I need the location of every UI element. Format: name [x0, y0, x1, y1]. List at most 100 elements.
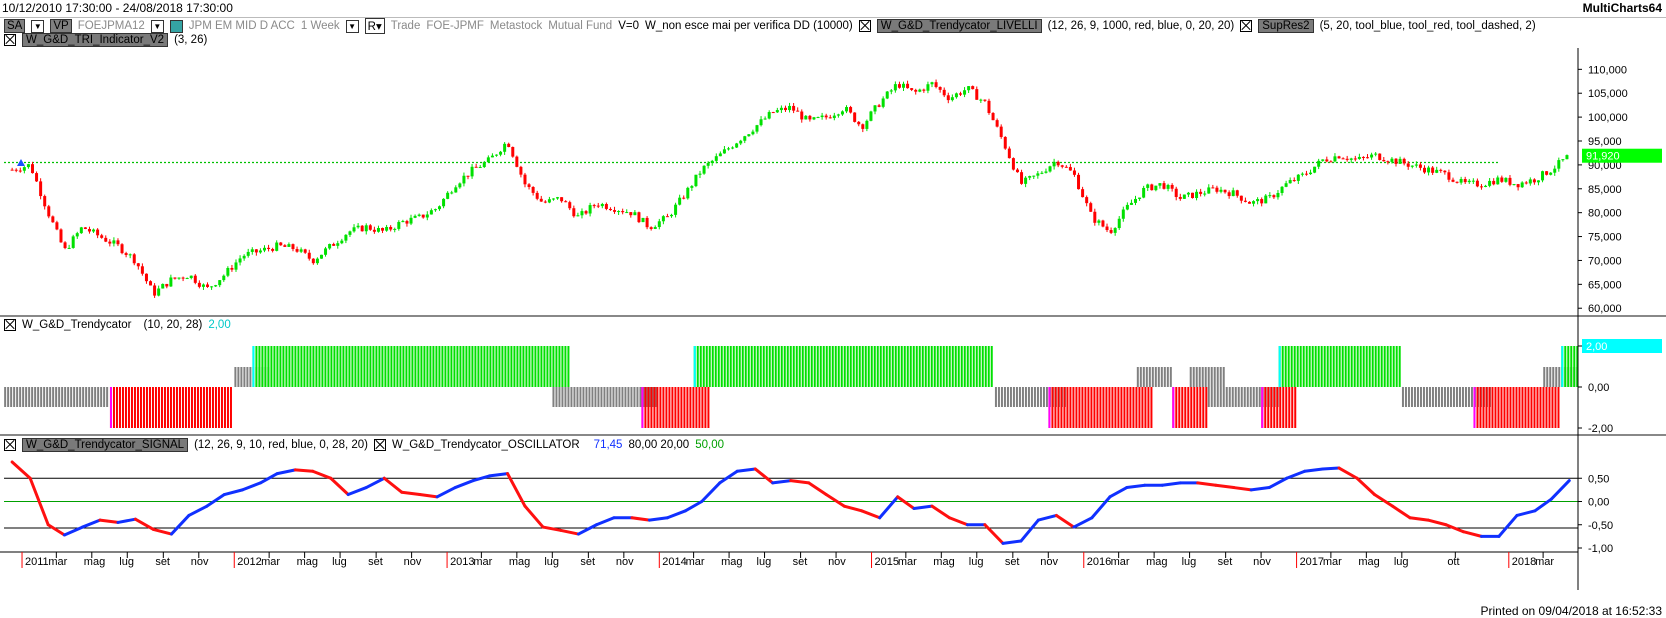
trend-bar	[1141, 387, 1144, 428]
trend-bar	[423, 346, 426, 387]
candle-body	[596, 205, 600, 207]
candle-body	[161, 283, 165, 289]
candle-body	[600, 204, 604, 207]
x-tick-label: set	[580, 556, 595, 568]
candle-body	[551, 198, 555, 200]
close-trendycator-icon[interactable]	[4, 319, 16, 331]
close-study4-icon[interactable]	[4, 34, 16, 46]
trend-bar	[10, 387, 13, 407]
timeframe-dropdown-icon[interactable]: ▼	[345, 19, 359, 33]
trend-bar	[1102, 387, 1105, 428]
candle-body	[1268, 195, 1272, 197]
candle-body	[413, 215, 417, 218]
pane-separator-2[interactable]	[0, 434, 1666, 436]
study3-name[interactable]: SupRes2	[1258, 19, 1314, 33]
candle-body	[560, 197, 564, 202]
pane-separator-1[interactable]	[0, 315, 1666, 317]
trendycator-chart[interactable]	[4, 346, 1579, 428]
study2-name[interactable]: W_G&D_Trendycator_LIVELLI	[876, 19, 1042, 33]
trend-bar	[1479, 387, 1482, 407]
close-study3-icon[interactable]	[1240, 20, 1253, 32]
trend-bar	[732, 346, 735, 387]
signal-name[interactable]: W_G&D_Trendycator_SIGNAL	[22, 438, 189, 452]
close-study2-icon[interactable]	[858, 20, 871, 32]
trend-bar	[852, 346, 855, 387]
trend-bar	[85, 387, 88, 407]
candle-body	[690, 186, 694, 188]
candle-body	[547, 199, 551, 203]
oscillator-segment	[1337, 466, 1359, 480]
r-dropdown[interactable]: R▾	[364, 18, 385, 34]
trend-bar	[1213, 367, 1216, 387]
trend-edge-bar	[1278, 346, 1281, 387]
candle-body	[120, 244, 124, 254]
sa-button[interactable]: SA	[4, 19, 26, 33]
trend-bar	[199, 387, 202, 428]
candle-body	[523, 174, 527, 185]
trend-bar	[510, 346, 513, 387]
oscillator-segment	[1372, 493, 1395, 508]
trend-bar	[789, 346, 792, 387]
candle-body	[67, 247, 71, 249]
trend-edge-bar	[1561, 346, 1564, 387]
trend-bar	[240, 367, 243, 387]
candle-body	[1524, 182, 1528, 184]
trend-bar	[1464, 387, 1467, 407]
trend-edge-bar	[1048, 387, 1051, 428]
candle-body	[409, 217, 413, 224]
trend-bar	[723, 346, 726, 387]
candle-body	[804, 115, 808, 120]
candle-body	[763, 118, 767, 120]
trend-bar	[1371, 346, 1374, 387]
trend-bar	[1157, 367, 1160, 387]
trend-bar	[163, 387, 166, 428]
vp-button[interactable]: VP	[50, 19, 72, 33]
x-tick-label: lug	[332, 556, 347, 568]
candle-body	[1341, 158, 1345, 160]
candle-body	[503, 143, 507, 152]
trend-bar	[1129, 387, 1132, 428]
trend-bar	[753, 346, 756, 387]
candle-body	[995, 120, 999, 127]
sa-dropdown-icon[interactable]: ▼	[31, 19, 45, 33]
oscillator-segment	[1160, 481, 1182, 487]
trend-bar	[1219, 367, 1222, 387]
trend-bar	[1302, 346, 1305, 387]
trend-bar	[229, 387, 232, 428]
trend-bar	[701, 387, 704, 428]
trend-bar	[543, 346, 546, 387]
oscillator-segment	[595, 516, 616, 527]
candle-body	[1390, 158, 1394, 162]
trend-bar	[459, 346, 462, 387]
trend-bar	[115, 387, 118, 428]
candle-body	[55, 222, 59, 230]
candle-body	[1174, 188, 1178, 197]
color-dropdown-icon[interactable]	[169, 19, 183, 33]
trend-bar	[1386, 346, 1389, 387]
study3-params: (5, 20, tool_blue, tool_red, tool_dashed…	[1319, 20, 1536, 32]
study4-name[interactable]: W_G&D_TRI_Indicator_V2	[22, 33, 169, 47]
candle-body	[1260, 199, 1264, 204]
trend-bar	[450, 346, 453, 387]
price-chart[interactable]	[4, 79, 1569, 298]
trend-bar	[1395, 346, 1398, 387]
close-oscillator-icon[interactable]	[373, 439, 386, 451]
close-signal-icon[interactable]	[4, 439, 16, 451]
candle-body	[1121, 209, 1125, 219]
candle-body	[938, 86, 942, 90]
oscillator-segment	[896, 495, 916, 510]
trend-bar	[1267, 387, 1270, 428]
candle-body	[1557, 160, 1561, 169]
symbol-dropdown-icon[interactable]: ▼	[150, 19, 164, 33]
oscillator-chart[interactable]	[4, 460, 1578, 545]
trend-bar	[786, 346, 789, 387]
trend-bar	[1458, 387, 1461, 407]
trend-bar	[867, 346, 870, 387]
candle-body	[1451, 179, 1455, 182]
app-name: MultiCharts64	[1582, 1, 1662, 15]
trend-bar	[1536, 387, 1539, 428]
buy-arrow-icon	[17, 159, 25, 166]
trend-bar	[1039, 387, 1042, 407]
trend-bar	[408, 346, 411, 387]
